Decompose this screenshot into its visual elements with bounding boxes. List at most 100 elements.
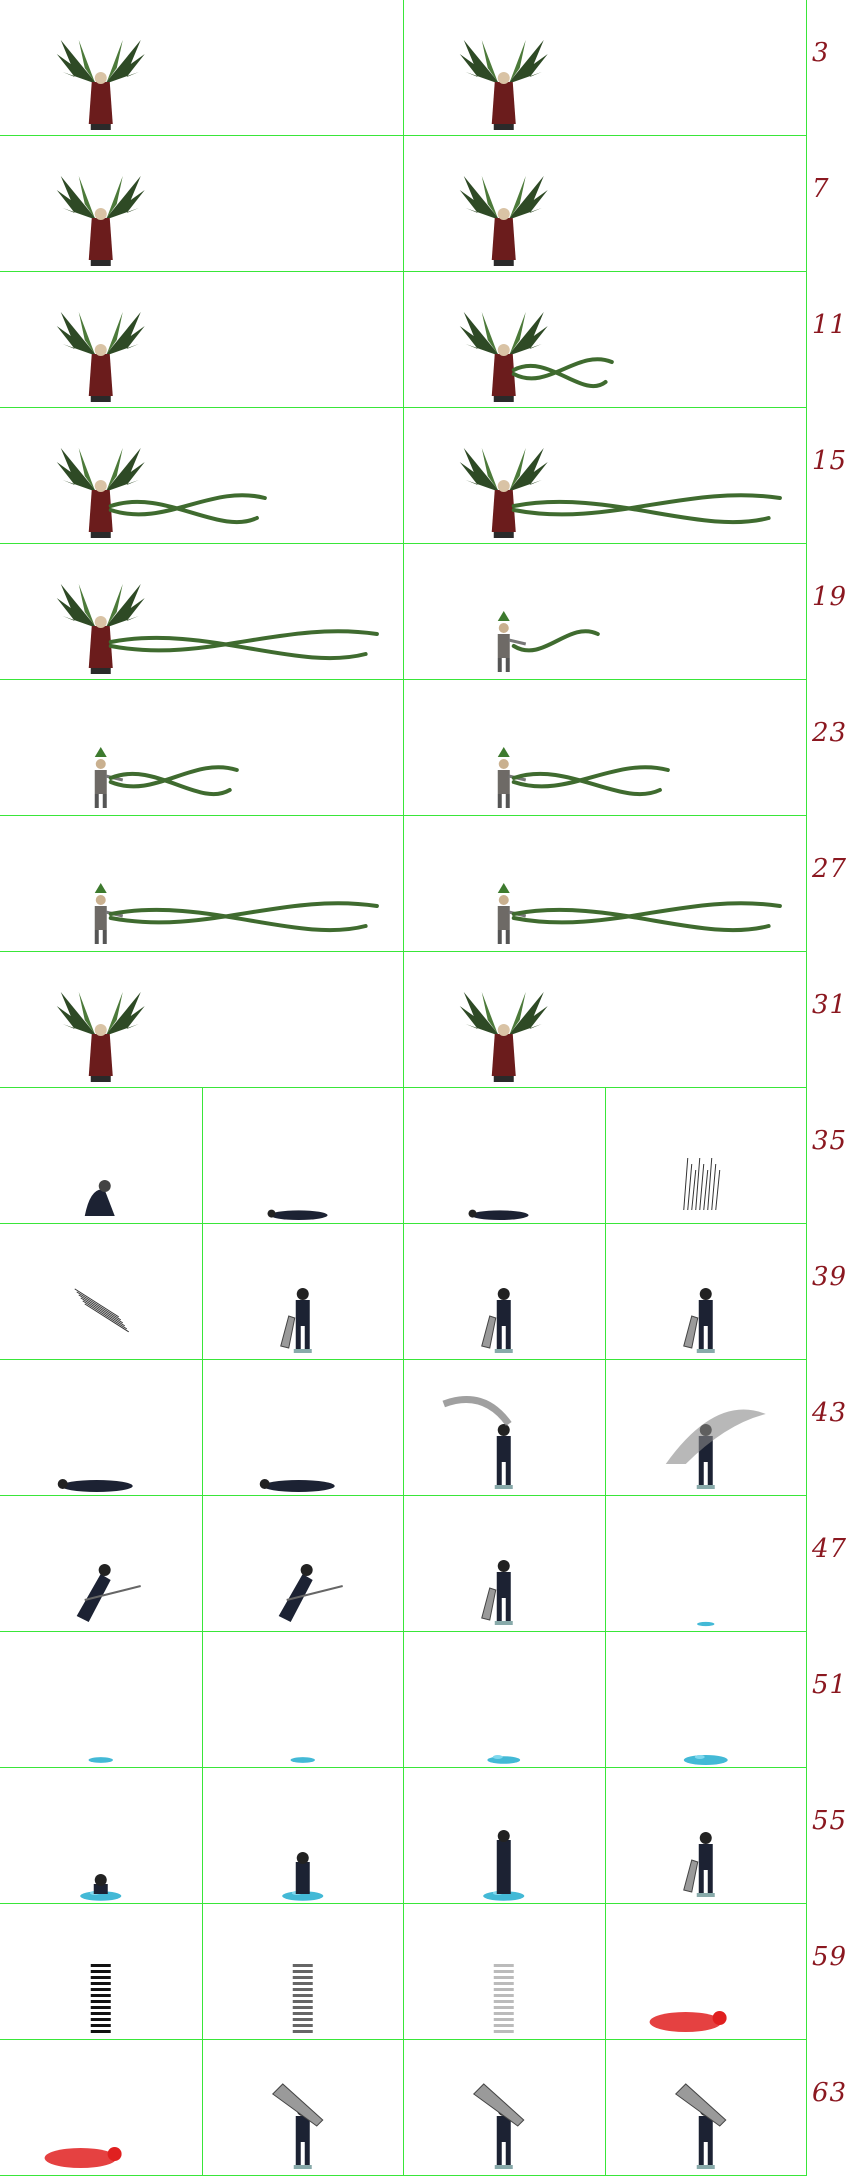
sprite-frame-art — [57, 1479, 133, 1492]
grid-horizontal-line — [0, 1767, 806, 1768]
sprite-frame-art — [481, 1560, 513, 1625]
sprite-frame-art — [682, 1288, 715, 1353]
sprite-ninja-streaks — [682, 1157, 720, 1211]
row-frame-number: 19 — [812, 582, 848, 612]
sprite-frame-art — [56, 992, 145, 1082]
grid-vertical-line — [403, 952, 404, 1088]
grid-vertical-line — [201, 1224, 203, 1360]
row-frame-number: 63 — [812, 2078, 848, 2108]
sprite-man-vine3 — [497, 883, 782, 944]
sprite-frame-art — [497, 883, 782, 944]
grid-vertical-line — [403, 1632, 404, 1768]
grid-horizontal-line — [0, 135, 806, 136]
sprite-frame-art — [665, 1409, 766, 1489]
sprite-ninja-lying-small — [267, 1209, 328, 1220]
sprite-frame — [202, 1088, 404, 1224]
sprite-frame — [202, 1768, 404, 1904]
sprite-ghost-mid — [292, 1964, 313, 2033]
sprite-frame — [0, 2040, 202, 2176]
sprite-wings — [56, 992, 145, 1082]
sprite-frame — [202, 1904, 404, 2040]
row-frame-number: 31 — [812, 990, 848, 1020]
sprite-frame — [202, 1496, 404, 1632]
sprite-frame-art — [259, 1479, 335, 1492]
sprite-man-vine1 — [94, 747, 239, 808]
row-frame-number: 59 — [812, 1942, 848, 1972]
sprite-ninja-sword-kick — [682, 1288, 715, 1353]
grid-vertical-line — [201, 1632, 203, 1768]
grid-vertical-line — [403, 1904, 404, 2040]
grid-horizontal-line — [0, 1903, 806, 1904]
sprite-frame-art — [497, 611, 600, 672]
sprite-frame-art — [674, 2083, 726, 2169]
sprite-frame-art — [56, 40, 145, 130]
sprite-frame-art — [487, 1755, 521, 1764]
sprite-frame — [0, 1496, 202, 1632]
sprite-frame — [403, 952, 806, 1088]
grid-right-border — [806, 0, 807, 2176]
sprite-water-small — [88, 1757, 113, 1763]
grid-vertical-line — [604, 1904, 606, 2040]
grid-vertical-line — [403, 1768, 404, 1904]
sprite-frame-art — [90, 1964, 111, 2033]
sprite-ninja-fall — [57, 1479, 133, 1492]
grid-vertical-line — [403, 816, 404, 952]
sprite-frame-art — [56, 448, 267, 538]
sprite-frame-art — [76, 1564, 141, 1622]
sprite-frame — [0, 1360, 202, 1496]
sprite-frame — [0, 1088, 202, 1224]
sprite-frame — [403, 544, 806, 680]
sprite-frame — [403, 136, 806, 272]
sprite-frame — [0, 680, 403, 816]
grid-vertical-line — [403, 1088, 404, 1224]
sprite-ninja-lying-small — [468, 1209, 529, 1220]
sprite-ninja-dash — [76, 1564, 141, 1622]
sprite-wings-vine1 — [459, 312, 614, 402]
sprite-red-lying — [44, 2147, 122, 2168]
sprite-slash-marks — [74, 1288, 130, 1333]
row-frame-number: 47 — [812, 1534, 848, 1564]
sprite-sword-shoulder — [472, 2083, 525, 2169]
sprite-frame — [0, 136, 403, 272]
sprite-frame — [0, 952, 403, 1088]
sprite-frame-art — [44, 2147, 122, 2168]
grid-vertical-line — [403, 272, 404, 408]
sprite-frame-art — [682, 1832, 715, 1897]
sprite-ninja-crouch — [84, 1180, 115, 1216]
grid-horizontal-line — [0, 1087, 806, 1088]
sprite-frame — [403, 816, 806, 952]
sprite-wings-vine2 — [56, 448, 267, 538]
sprite-frame-art — [497, 747, 670, 808]
sprite-wings — [459, 40, 548, 130]
sprite-frame-art — [278, 1564, 343, 1622]
grid-vertical-line — [604, 1224, 606, 1360]
sprite-frame-art — [94, 747, 239, 808]
sprite-frame-art — [459, 448, 782, 538]
grid-vertical-line — [201, 2040, 203, 2176]
sprite-frame-art — [493, 1964, 514, 2033]
sprite-ninja-sword-stand — [279, 1288, 312, 1353]
grid-horizontal-line — [0, 1631, 806, 1632]
sprite-frame-art — [271, 2083, 323, 2169]
sprite-frame-art — [459, 312, 614, 402]
sprite-wings — [459, 992, 548, 1082]
sprite-ghost-dark — [90, 1964, 111, 2033]
sprite-wings — [56, 176, 145, 266]
sprite-water-small — [290, 1757, 315, 1763]
sprite-frame — [0, 544, 403, 680]
sprite-frame — [0, 1224, 202, 1360]
grid-horizontal-line — [0, 679, 806, 680]
grid-horizontal-line — [0, 407, 806, 408]
sprite-frame-art — [267, 1209, 328, 1220]
grid-vertical-line — [201, 1088, 203, 1224]
sprite-frame-art — [468, 1209, 529, 1220]
sprite-frame-art — [56, 312, 145, 402]
sprite-frame-art — [56, 584, 379, 674]
sprite-water-big — [683, 1755, 728, 1765]
grid-vertical-line — [604, 1360, 606, 1496]
row-frame-number: 7 — [812, 174, 830, 204]
sprite-frame — [0, 408, 403, 544]
grid-vertical-line — [604, 1632, 606, 1768]
grid-horizontal-line — [0, 1495, 806, 1496]
